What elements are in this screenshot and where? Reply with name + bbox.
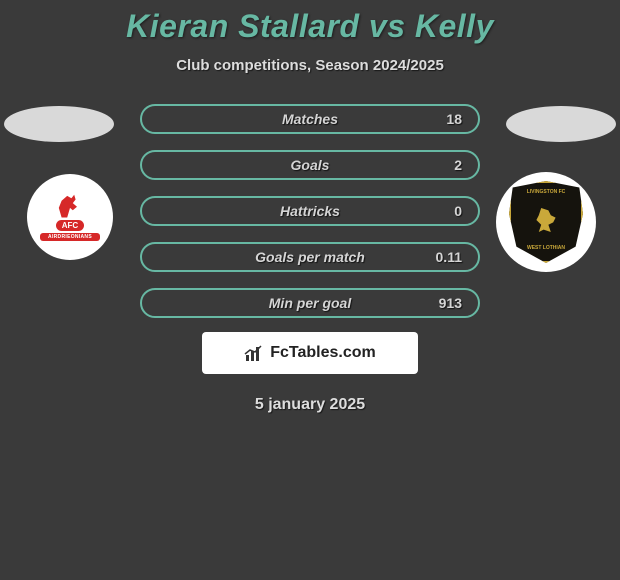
header: Kieran Stallard vs Kelly Club competitio… — [0, 0, 620, 74]
rooster-icon — [56, 194, 84, 218]
stat-row-matches: Matches 18 — [140, 104, 480, 134]
stat-value: 18 — [446, 111, 462, 127]
stat-row-hattricks: Hattricks 0 — [140, 196, 480, 226]
stat-label: Hattricks — [280, 203, 340, 219]
team-badge-left: AFC AIRDRIEONIANS — [27, 174, 113, 260]
stats-column: Matches 18 Goals 2 Hattricks 0 Goals per… — [140, 104, 480, 318]
team-badge-left-inner: AFC AIRDRIEONIANS — [40, 187, 100, 247]
date-text: 5 january 2025 — [0, 396, 620, 414]
stat-row-gpm: Goals per match 0.11 — [140, 242, 480, 272]
stat-value: 2 — [454, 157, 462, 173]
left-oval — [4, 106, 114, 142]
left-badge-tag: AFC — [56, 220, 84, 231]
stat-label: Goals per match — [255, 249, 365, 265]
page-title: Kieran Stallard vs Kelly — [0, 8, 620, 45]
stat-row-mpg: Min per goal 913 — [140, 288, 480, 318]
team-badge-right: LIVINGSTON FC WEST LOTHIAN — [496, 172, 596, 272]
stat-value: 0 — [454, 203, 462, 219]
comparison-area: AFC AIRDRIEONIANS LIVINGSTON FC WEST LOT… — [0, 104, 620, 314]
right-badge-top: LIVINGSTON FC — [527, 189, 566, 195]
right-oval — [506, 106, 616, 142]
stat-row-goals: Goals 2 — [140, 150, 480, 180]
chart-icon — [244, 345, 264, 361]
stat-value: 0.11 — [436, 249, 462, 265]
brand-text: FcTables.com — [270, 344, 376, 362]
brand-box[interactable]: FcTables.com — [202, 332, 418, 374]
shield-icon: LIVINGSTON FC WEST LOTHIAN — [509, 181, 583, 263]
stat-label: Matches — [282, 111, 338, 127]
subtitle: Club competitions, Season 2024/2025 — [0, 57, 620, 74]
right-badge-bot: WEST LOTHIAN — [527, 245, 565, 251]
stat-label: Min per goal — [269, 295, 351, 311]
lion-icon — [534, 208, 558, 232]
stat-label: Goals — [291, 157, 330, 173]
stat-value: 913 — [439, 295, 462, 311]
left-badge-banner: AIRDRIEONIANS — [40, 233, 100, 241]
